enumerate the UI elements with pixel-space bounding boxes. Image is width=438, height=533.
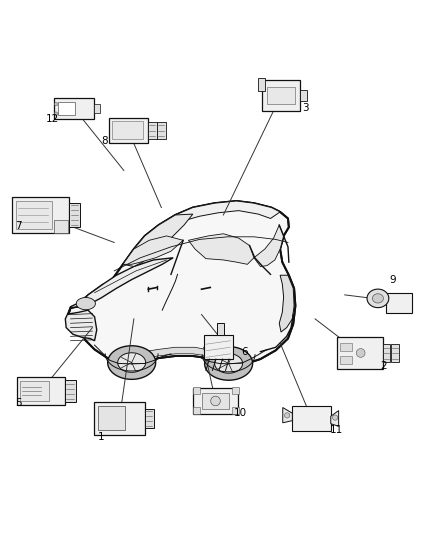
- Bar: [54, 98, 94, 119]
- Bar: [193, 387, 200, 394]
- Bar: [16, 201, 52, 229]
- Bar: [337, 336, 382, 369]
- Circle shape: [332, 415, 338, 420]
- Bar: [54, 220, 68, 233]
- Bar: [69, 203, 80, 227]
- Text: 2: 2: [381, 361, 387, 371]
- Polygon shape: [76, 297, 95, 310]
- Bar: [148, 122, 156, 139]
- Bar: [109, 118, 148, 143]
- Text: 1: 1: [98, 432, 104, 442]
- Polygon shape: [77, 258, 173, 306]
- Bar: [94, 402, 145, 435]
- Bar: [20, 381, 49, 401]
- Bar: [292, 406, 331, 431]
- Bar: [386, 293, 412, 313]
- Bar: [193, 407, 200, 414]
- Polygon shape: [205, 346, 253, 380]
- Polygon shape: [283, 408, 292, 423]
- Bar: [58, 102, 75, 115]
- Bar: [262, 80, 300, 111]
- Bar: [204, 335, 233, 359]
- Bar: [340, 343, 353, 351]
- Polygon shape: [123, 236, 183, 264]
- Bar: [258, 78, 265, 91]
- Bar: [232, 407, 239, 414]
- Bar: [267, 87, 295, 104]
- Circle shape: [357, 349, 365, 357]
- Bar: [145, 409, 154, 428]
- Polygon shape: [123, 214, 193, 266]
- Bar: [157, 122, 166, 139]
- Text: 10: 10: [233, 408, 247, 418]
- Polygon shape: [372, 294, 383, 303]
- Polygon shape: [254, 225, 284, 266]
- Bar: [98, 407, 125, 431]
- Text: 6: 6: [241, 346, 247, 357]
- Circle shape: [54, 112, 58, 116]
- Bar: [112, 121, 143, 140]
- Polygon shape: [118, 353, 146, 373]
- Circle shape: [285, 413, 290, 418]
- Text: 8: 8: [101, 136, 108, 146]
- Bar: [382, 344, 390, 362]
- Bar: [232, 387, 239, 394]
- Polygon shape: [145, 348, 210, 358]
- Polygon shape: [331, 410, 339, 426]
- Bar: [94, 104, 100, 113]
- Text: 12: 12: [46, 114, 59, 124]
- Bar: [65, 380, 76, 402]
- Circle shape: [54, 102, 58, 106]
- Polygon shape: [68, 201, 295, 365]
- Polygon shape: [215, 354, 243, 373]
- Bar: [217, 323, 224, 335]
- Bar: [193, 389, 238, 414]
- Text: 9: 9: [389, 276, 396, 286]
- Bar: [17, 377, 65, 405]
- Circle shape: [211, 396, 220, 406]
- Bar: [300, 90, 307, 101]
- Polygon shape: [65, 284, 103, 341]
- Polygon shape: [367, 289, 389, 308]
- Bar: [391, 344, 399, 362]
- Polygon shape: [279, 275, 294, 332]
- Text: 11: 11: [329, 425, 343, 435]
- Polygon shape: [108, 346, 155, 379]
- Bar: [340, 356, 353, 364]
- Text: 5: 5: [15, 398, 21, 408]
- Text: 7: 7: [15, 221, 21, 231]
- Bar: [202, 393, 229, 409]
- Polygon shape: [188, 234, 254, 264]
- Bar: [12, 197, 69, 233]
- Text: 3: 3: [302, 103, 309, 114]
- Polygon shape: [175, 201, 280, 221]
